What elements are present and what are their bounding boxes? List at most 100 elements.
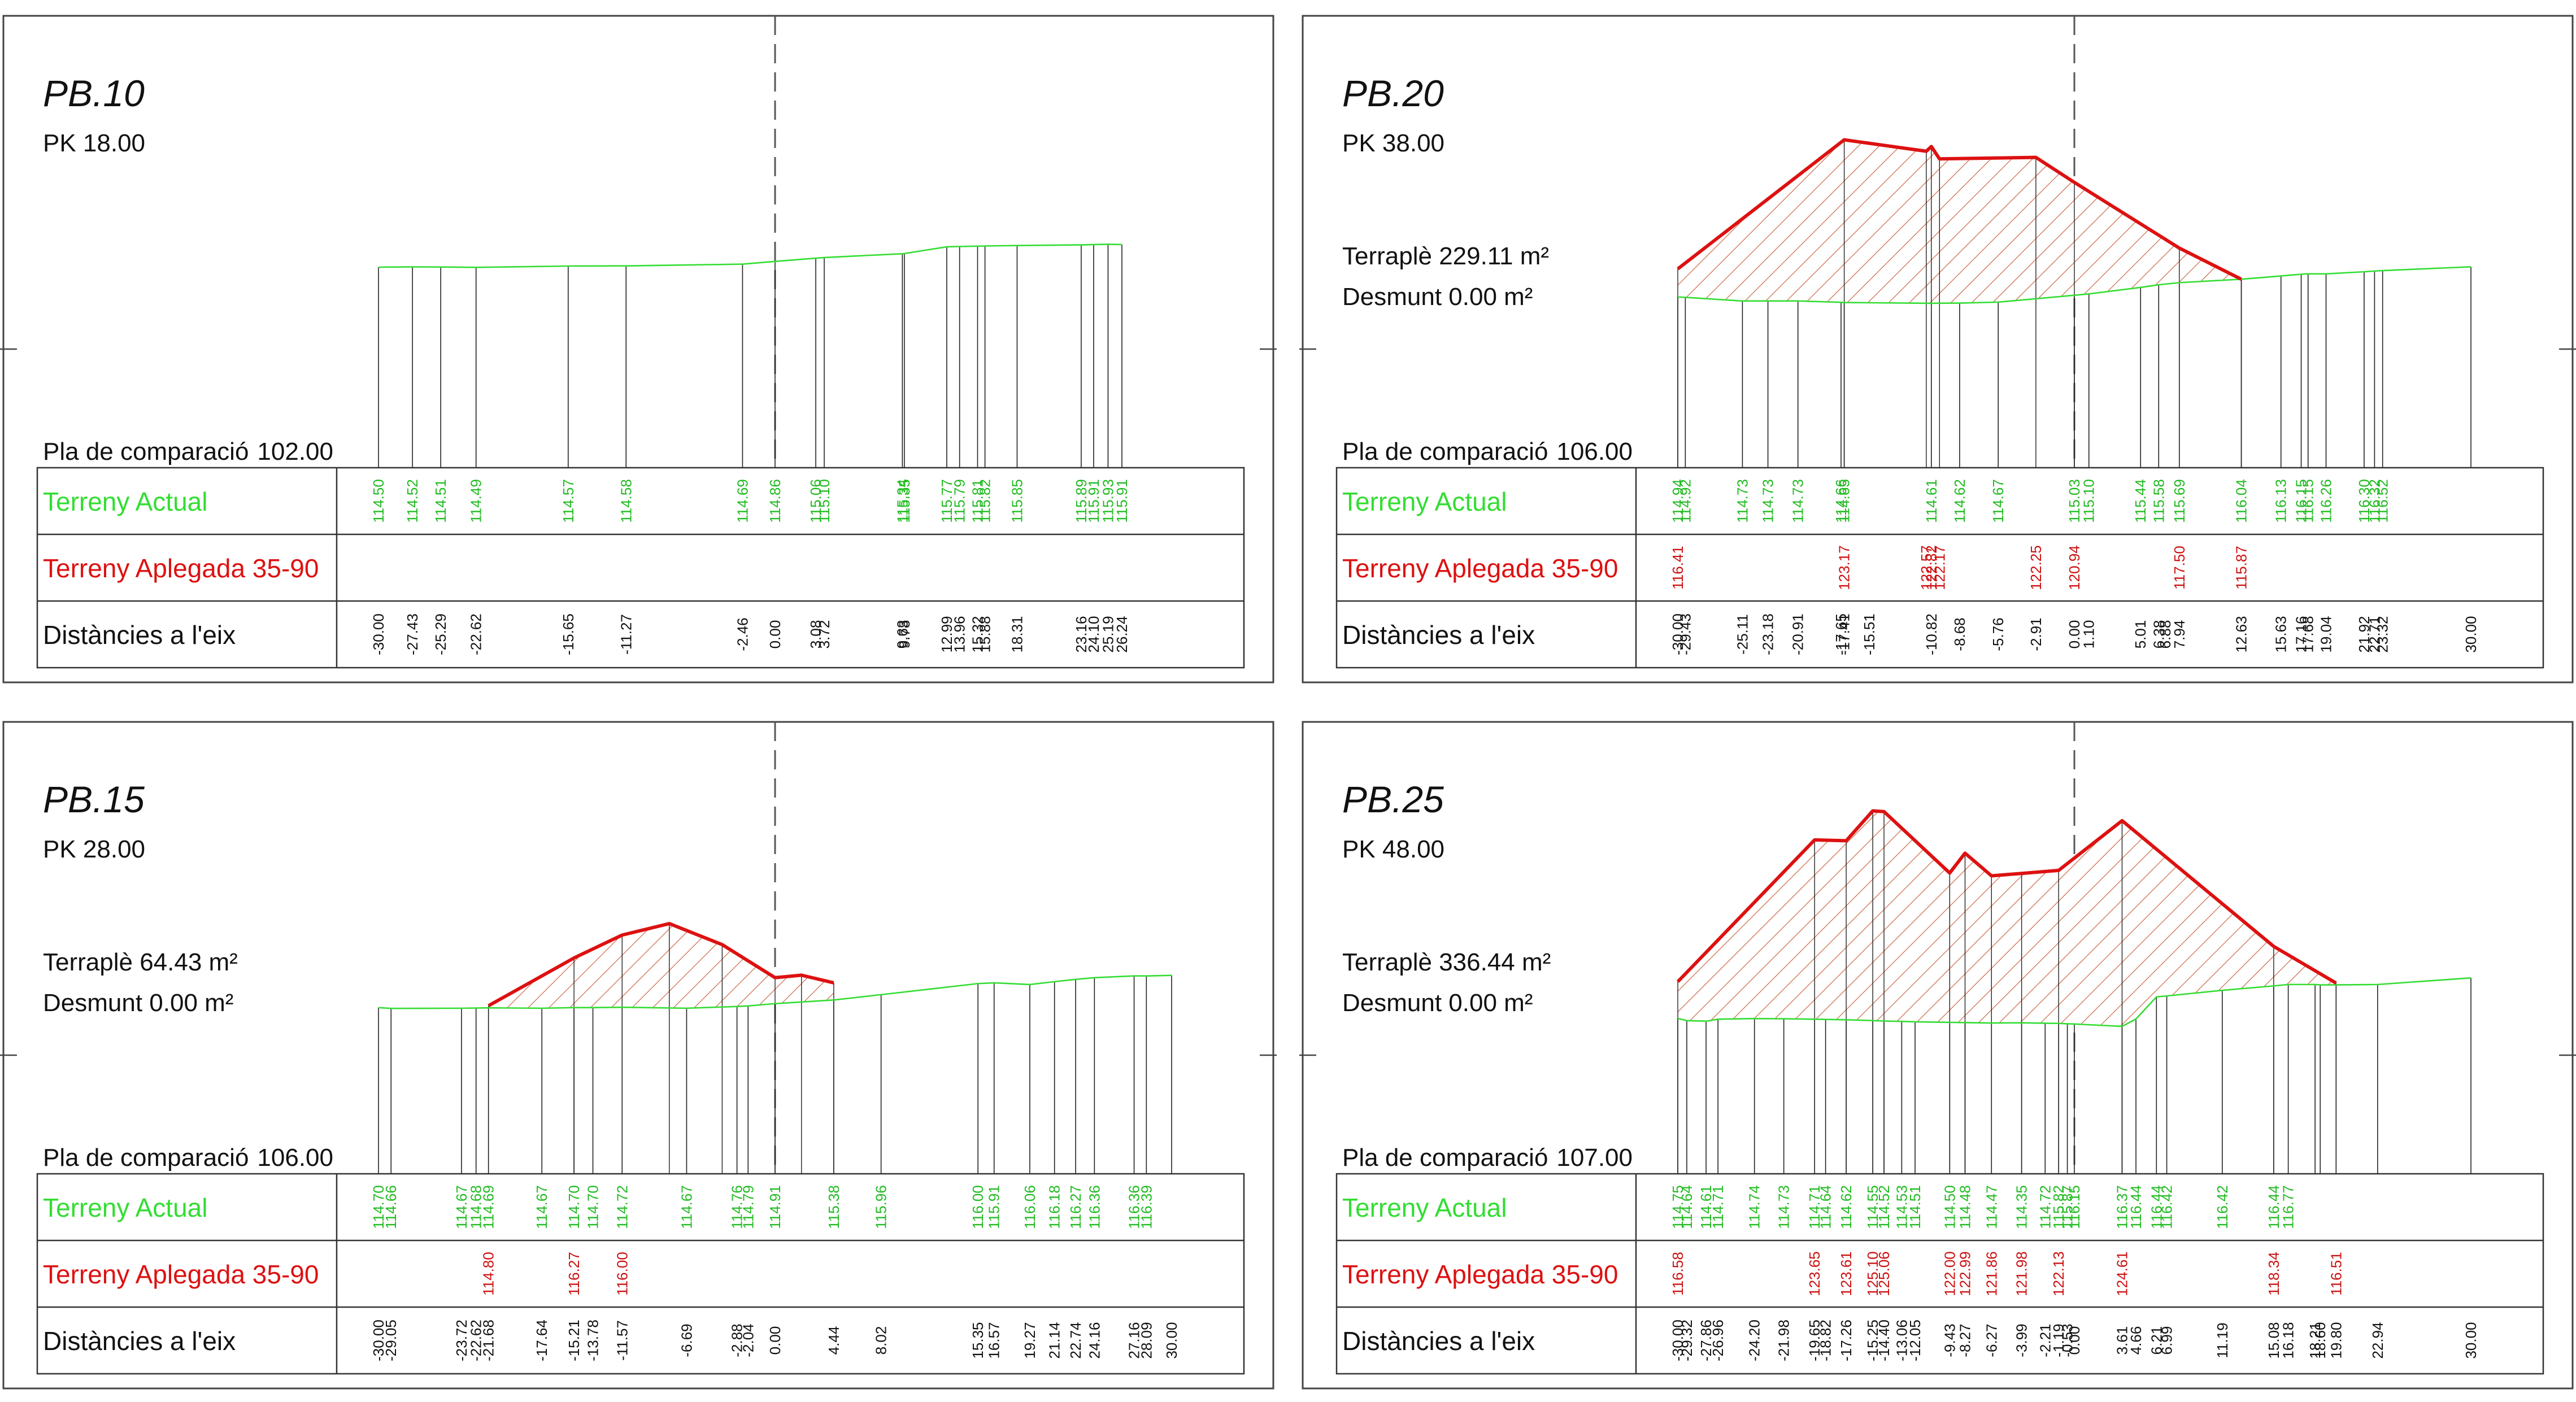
ground-elevation-label: 116.32 <box>2366 479 2383 523</box>
ground-elevation-label: 115.85 <box>1008 479 1025 523</box>
distance-label: -11.57 <box>613 1320 630 1361</box>
distance-label: -22.62 <box>468 1320 485 1361</box>
ground-elevation-label: 114.69 <box>480 1185 497 1229</box>
distance-label: 6.88 <box>2157 620 2174 649</box>
fill-elevation-label: 120.94 <box>2066 545 2083 590</box>
ground-elevation-label: 114.70 <box>585 1185 602 1229</box>
distance-label: -2.91 <box>2027 617 2044 651</box>
ground-elevation-label: 115.10 <box>2081 479 2098 523</box>
distance-label: -23.72 <box>453 1320 470 1361</box>
distance-label: -11.27 <box>617 614 634 655</box>
distance-label: 30.00 <box>1163 1322 1180 1359</box>
terraple-area: Terraplè 336.44 m² <box>1342 948 1551 976</box>
ground-elevation-label: 114.66 <box>382 1185 399 1229</box>
ground-elevation-label: 114.92 <box>1677 479 1694 523</box>
ground-elevation-label: 116.30 <box>2356 479 2373 523</box>
ground-profile <box>1677 266 2471 304</box>
distance-label: 12.63 <box>2233 616 2250 652</box>
ground-elevation-label: 114.67 <box>1990 479 2007 523</box>
distance-label: -25.29 <box>432 613 449 655</box>
ground-elevation-label: 115.89 <box>1073 479 1090 523</box>
row-label-terreny-aplegada: Terreny Aplegada 35-90 <box>1342 554 1618 583</box>
fill-elevation-label: 122.00 <box>1941 1251 1958 1296</box>
distance-label: -15.25 <box>1864 1320 1881 1361</box>
ground-elevation-label: 115.58 <box>2150 479 2167 523</box>
ground-elevation-label: 114.62 <box>1951 479 1968 523</box>
ground-elevation-label: 114.75 <box>1669 1185 1686 1229</box>
ground-elevation-label: 114.50 <box>1941 1185 1958 1229</box>
section-panel-2: PB.20 PK 38.00 Terraplè 229.11 m² Desmunt 0… <box>1299 15 2576 683</box>
ground-elevation-label: 115.69 <box>2171 479 2188 523</box>
ground-elevation-label: 114.51 <box>1907 1185 1924 1229</box>
distance-label: 8.02 <box>873 1326 890 1355</box>
distance-label: -17.64 <box>533 1320 550 1361</box>
ground-elevation-label: 114.66 <box>1833 479 1850 523</box>
ground-elevation-label: 115.87 <box>2059 1185 2076 1229</box>
ground-elevation-label: 114.74 <box>1746 1185 1763 1229</box>
ground-elevation-label: 114.67 <box>678 1185 695 1229</box>
pla-comparacio-value: 106.00 <box>257 1144 333 1172</box>
fill-elevation-label: 116.27 <box>565 1252 582 1296</box>
ground-elevation-label: 114.47 <box>1983 1185 2000 1229</box>
fill-elevation-label: 123.61 <box>1838 1251 1855 1296</box>
pla-comparacio-value: 102.00 <box>257 438 333 465</box>
ground-elevation-label: 114.35 <box>2013 1185 2030 1229</box>
distance-label: 5.01 <box>2132 620 2149 649</box>
ground-elevation-label: 114.91 <box>767 1185 784 1229</box>
distance-label: 4.44 <box>825 1326 842 1355</box>
ground-elevation-label: 116.42 <box>2214 1185 2231 1229</box>
distance-label: 9.78 <box>896 620 913 649</box>
pla-comparacio-value: 107.00 <box>1556 1144 1633 1172</box>
ground-elevation-label: 114.64 <box>1817 1185 1834 1229</box>
distance-label: -17.26 <box>1838 1320 1855 1361</box>
distance-label: -10.82 <box>1923 613 1940 655</box>
guitar-table <box>36 467 1245 669</box>
distance-label: -1.19 <box>2050 1323 2067 1357</box>
distance-label: -26.96 <box>1709 1320 1726 1361</box>
distance-label: 12.99 <box>938 616 955 652</box>
distance-label: -29.43 <box>1677 613 1694 655</box>
ground-elevation-label: 114.55 <box>1864 1185 1881 1229</box>
row-label-terreny-aplegada: Terreny Aplegada 35-90 <box>43 1260 319 1289</box>
pla-comparacio-label: Pla de comparació <box>43 438 249 465</box>
distance-label: 22.71 <box>2366 616 2383 652</box>
distance-label: -30.00 <box>1669 1320 1686 1361</box>
pla-comparacio-value: 106.00 <box>1556 438 1633 465</box>
distance-label: -15.65 <box>560 613 577 655</box>
ground-elevation-label: 115.81 <box>969 479 986 523</box>
desmunt-area: Desmunt 0.00 m² <box>1342 989 1533 1017</box>
ground-elevation-label: 116.44 <box>2148 1185 2165 1229</box>
fill-elevation-label: 122.13 <box>2050 1251 2067 1296</box>
ground-profile <box>378 974 1172 1009</box>
ground-elevation-label: 115.79 <box>951 479 968 523</box>
distance-label: 25.19 <box>1099 616 1116 652</box>
ground-elevation-label: 114.62 <box>1838 1185 1855 1229</box>
ground-elevation-label: 115.10 <box>816 479 833 523</box>
ground-elevation-label: 114.73 <box>1734 479 1751 523</box>
section-panel-3: PB.15 PK 28.00 Terraplè 64.43 m² Desmunt 0.… <box>0 721 1277 1390</box>
distance-label: -2.88 <box>729 1323 746 1357</box>
distance-label: -12.05 <box>1907 1320 1924 1361</box>
distance-label: 23.32 <box>2374 616 2391 652</box>
distance-label: -25.11 <box>1734 614 1751 655</box>
distance-label: 21.14 <box>1046 1322 1063 1359</box>
distance-label: 0.00 <box>767 620 784 649</box>
ground-elevation-label: 114.65 <box>1836 479 1853 523</box>
ground-elevation-label: 114.86 <box>767 479 784 523</box>
fill-elevation-label: 123.17 <box>1836 545 1853 590</box>
distance-label: -19.65 <box>1806 1320 1823 1361</box>
row-label-terreny-actual: Terreny Actual <box>43 1193 207 1222</box>
fill-profile <box>1677 138 2242 281</box>
section-title: PB.25 <box>1342 778 1444 820</box>
ground-elevation-label: 116.15 <box>2293 479 2310 523</box>
ground-elevation-label: 114.57 <box>560 479 577 523</box>
distance-label: -8.68 <box>1951 617 1968 651</box>
ground-elevation-label: 116.06 <box>1021 1185 1038 1229</box>
ground-elevation-label: 116.18 <box>1046 1185 1063 1229</box>
distance-label: -6.69 <box>678 1323 695 1357</box>
distance-label: 3.72 <box>816 620 833 649</box>
fill-hatch <box>1678 140 2242 303</box>
distance-label: -17.65 <box>1833 613 1850 655</box>
fill-elevation-label: 117.50 <box>2171 546 2188 590</box>
section-panel-1: PB.10 PK 18.00 Pla de comparació 102.00 Terr… <box>0 15 1277 683</box>
